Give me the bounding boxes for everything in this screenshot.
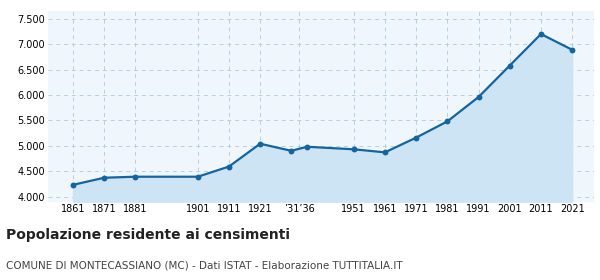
Point [474, 95, 484, 99]
Point [224, 164, 234, 169]
Point [256, 141, 265, 146]
Text: Popolazione residente ai censimenti: Popolazione residente ai censimenti [6, 228, 290, 242]
Point [287, 149, 296, 153]
Point [131, 174, 140, 179]
Point [100, 176, 109, 180]
Point [302, 144, 312, 149]
Point [536, 32, 546, 36]
Point [349, 147, 359, 151]
Point [568, 48, 577, 52]
Text: COMUNE DI MONTECASSIANO (MC) - Dati ISTAT - Elaborazione TUTTITALIA.IT: COMUNE DI MONTECASSIANO (MC) - Dati ISTA… [6, 260, 403, 270]
Point [68, 183, 78, 187]
Point [505, 63, 515, 68]
Point [412, 136, 421, 140]
Point [380, 150, 390, 155]
Point [443, 119, 452, 123]
Point [193, 174, 203, 179]
